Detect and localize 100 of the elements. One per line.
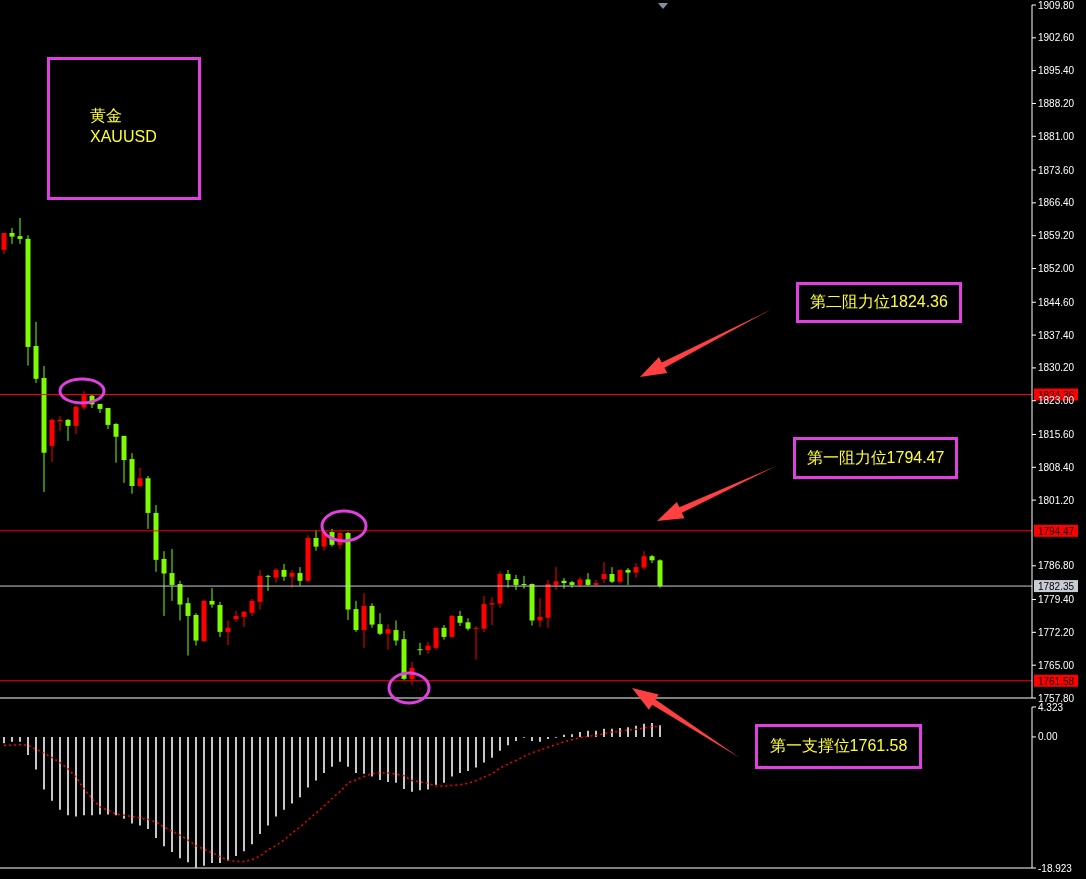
bar xyxy=(427,736,429,790)
candlestick xyxy=(273,567,279,584)
y-tick-label: 1909.80 xyxy=(1038,0,1075,11)
bar xyxy=(11,736,13,742)
bar xyxy=(147,736,149,830)
bar xyxy=(115,736,117,816)
bar xyxy=(259,736,261,834)
candlestick xyxy=(625,567,631,586)
bar xyxy=(219,736,221,863)
candlestick xyxy=(385,623,391,651)
bar xyxy=(163,736,165,847)
ref-line-label: 1782.35 xyxy=(1037,581,1075,593)
candlestick xyxy=(281,563,287,582)
bar xyxy=(363,736,365,774)
candlestick xyxy=(177,580,183,621)
bar xyxy=(459,736,461,773)
bar xyxy=(323,736,325,773)
candlestick xyxy=(313,529,319,552)
bar xyxy=(491,736,493,758)
candlestick xyxy=(593,579,599,587)
candlestick xyxy=(553,566,559,591)
candlestick xyxy=(297,566,303,587)
candlestick xyxy=(417,642,423,656)
bar xyxy=(347,736,349,767)
bar xyxy=(243,736,245,852)
candlestick xyxy=(225,619,231,646)
bar xyxy=(131,736,133,824)
bar xyxy=(331,736,333,767)
candlestick xyxy=(633,562,639,579)
bar xyxy=(643,723,645,737)
y-tick-label: 1837.40 xyxy=(1038,329,1075,341)
candlestick xyxy=(465,617,471,632)
bar xyxy=(83,736,85,816)
bar xyxy=(3,736,5,744)
candlestick xyxy=(105,407,111,430)
bar xyxy=(627,727,629,737)
bar xyxy=(379,736,381,780)
bar xyxy=(179,736,181,859)
candlestick xyxy=(265,574,271,592)
candlestick xyxy=(585,572,591,587)
y-tick-label: 1895.40 xyxy=(1038,65,1075,77)
bar xyxy=(211,736,213,863)
bar xyxy=(307,736,309,788)
candlestick xyxy=(473,625,479,661)
bar xyxy=(91,736,93,816)
y-tick-label: 1844.60 xyxy=(1038,296,1075,308)
ref-line-label: 1761.58 xyxy=(1037,675,1075,687)
y-tick-label: 1902.60 xyxy=(1038,32,1075,44)
y-tick-label: -18.923 xyxy=(1038,862,1073,874)
candlestick xyxy=(489,596,495,626)
candlestick xyxy=(513,574,519,591)
candlestick xyxy=(609,566,615,584)
bar xyxy=(123,736,125,819)
bar xyxy=(139,736,141,826)
y-tick-label: 1757.80 xyxy=(1038,692,1075,704)
y-tick-label: 1801.20 xyxy=(1038,494,1075,506)
bar xyxy=(435,736,437,785)
bar xyxy=(579,732,581,737)
annotation: 黄金 xyxy=(90,106,122,126)
candlestick xyxy=(505,569,511,589)
bar xyxy=(403,736,405,789)
bar xyxy=(483,736,485,763)
bar xyxy=(371,736,373,777)
ref-line-label: 1794.47 xyxy=(1037,525,1075,537)
candlestick xyxy=(393,619,399,647)
bar xyxy=(99,736,101,815)
bar xyxy=(51,736,53,801)
y-tick-label: 1779.40 xyxy=(1038,594,1075,606)
bar xyxy=(67,736,69,816)
y-tick-label: 1866.40 xyxy=(1038,197,1075,209)
bar xyxy=(107,736,109,815)
bar xyxy=(619,727,621,737)
bar xyxy=(355,736,357,773)
bar xyxy=(59,736,61,810)
candlestick xyxy=(457,610,463,627)
bar xyxy=(339,736,341,762)
bar xyxy=(595,730,597,737)
bar xyxy=(251,736,253,845)
bar xyxy=(395,736,397,783)
bar xyxy=(475,736,477,768)
bar xyxy=(35,736,37,770)
bar xyxy=(587,730,589,737)
bar xyxy=(267,736,269,826)
candlestick xyxy=(369,602,375,629)
bar xyxy=(547,736,549,740)
candlestick xyxy=(137,467,143,488)
annotation: XAUUSD xyxy=(90,128,157,146)
bar xyxy=(571,734,573,737)
candlestick xyxy=(161,550,167,617)
bar xyxy=(227,736,229,861)
candlestick xyxy=(449,614,455,639)
bar xyxy=(75,736,77,817)
y-tick-label: 0.00 xyxy=(1038,731,1058,743)
bar xyxy=(19,736,21,742)
bar xyxy=(155,736,157,839)
y-tick-label: 1873.60 xyxy=(1038,164,1075,176)
y-tick-label: 1772.20 xyxy=(1038,626,1075,638)
candlestick xyxy=(209,587,215,609)
bar xyxy=(187,736,189,863)
bar xyxy=(291,736,293,804)
